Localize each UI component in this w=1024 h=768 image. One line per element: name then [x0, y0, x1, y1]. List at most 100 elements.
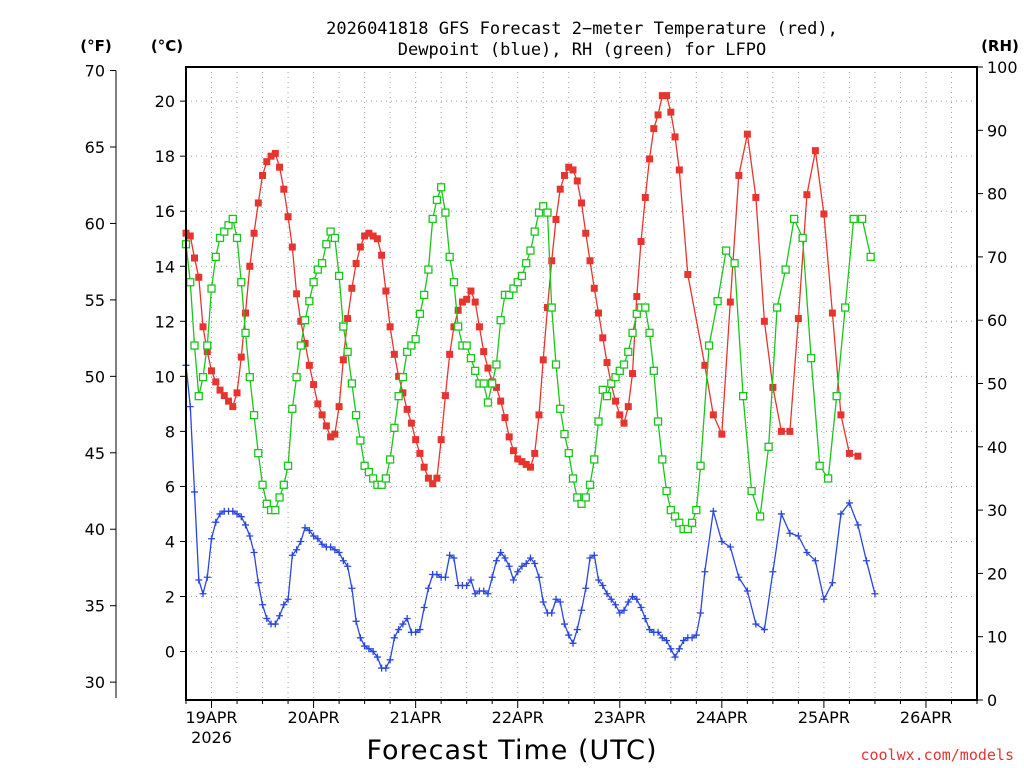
dewpoint-point — [820, 595, 828, 603]
dewpoint-point — [854, 521, 862, 529]
rh-point — [721, 246, 731, 255]
celsius-unit-label: (°C) — [151, 37, 183, 55]
temperature-point — [450, 323, 458, 331]
dewpoint-point — [327, 543, 335, 551]
rh-point — [543, 208, 552, 217]
celsius-tick-label: 20 — [155, 92, 175, 111]
temperature-point — [365, 229, 373, 237]
temperature-point — [441, 392, 449, 400]
dewpoint-point — [305, 526, 313, 534]
temperature-point — [752, 193, 760, 201]
rh-point — [496, 316, 505, 325]
rh-point — [411, 335, 420, 344]
temperature-point — [646, 155, 654, 163]
temperature-point — [378, 251, 386, 259]
temperature-point — [284, 213, 292, 221]
rh-point — [194, 392, 203, 401]
dewpoint-point — [531, 559, 539, 567]
fahrenheit-tick-label: 30 — [85, 673, 105, 692]
temperature-point — [675, 166, 683, 174]
temperature-point — [803, 191, 811, 199]
temperature-point — [531, 449, 539, 457]
rh-point — [437, 183, 446, 192]
temperature-point — [463, 295, 471, 303]
temperature-point — [811, 147, 819, 155]
rh-point — [402, 347, 412, 357]
temperature-point — [429, 480, 437, 488]
temperature-point — [599, 334, 607, 342]
plot-frame — [185, 66, 978, 701]
dewpoint-point — [254, 579, 262, 587]
rh-unit-label: (RH) — [981, 37, 1019, 55]
dewpoint-point — [446, 551, 454, 559]
rh-point — [241, 328, 250, 338]
rh-point — [615, 366, 624, 375]
temperature-point — [373, 235, 381, 243]
dewpoint-point — [539, 598, 547, 606]
rh-point — [305, 297, 314, 306]
dewpoint-point — [548, 609, 556, 617]
temperature-point — [267, 152, 275, 160]
rh-point — [360, 461, 369, 470]
dewpoint-point — [331, 546, 339, 554]
temperature-point — [344, 315, 352, 323]
rh-point — [556, 404, 565, 413]
rh-point — [539, 202, 548, 211]
rh-point — [292, 373, 301, 382]
temperature-point — [352, 260, 360, 268]
rh-point — [347, 379, 357, 388]
dewpoint-point — [280, 601, 288, 609]
rh-point — [687, 518, 697, 527]
rh-point — [220, 227, 229, 236]
rh-point — [288, 404, 297, 413]
temperature-point — [237, 353, 245, 361]
temperature-point — [331, 430, 339, 438]
rh-point — [581, 493, 590, 502]
temperature-point — [310, 381, 318, 389]
temperature-point — [658, 92, 666, 100]
dewpoint-point — [390, 634, 398, 642]
celsius-tick-label: 14 — [155, 257, 175, 276]
temperature-point — [199, 323, 207, 331]
x-tick-sublabel: 2026 — [191, 728, 232, 747]
dewpoint-point — [718, 537, 726, 545]
dewpoint-point — [471, 590, 479, 598]
rh-point — [394, 392, 403, 401]
temperature-point — [191, 254, 199, 262]
temperature-point — [348, 284, 356, 292]
rh-point — [466, 354, 476, 363]
temperature-point — [650, 125, 658, 133]
dewpoint-point — [658, 634, 666, 642]
temperature-point — [735, 171, 743, 179]
dewpoint-point — [752, 620, 760, 628]
temperature-point — [263, 158, 271, 166]
dewpoint-point — [629, 593, 637, 601]
rh-point — [632, 309, 641, 319]
temperature-point — [663, 92, 671, 100]
temperature-point — [603, 359, 611, 367]
dewpoint-point — [569, 639, 577, 647]
dewpoint-point — [688, 634, 696, 642]
dewpoint-point — [242, 521, 250, 529]
temperature-point — [548, 257, 556, 265]
dewpoint-point — [514, 568, 522, 576]
rh-point — [815, 461, 824, 470]
temperature-point — [595, 309, 603, 317]
temperature-point — [293, 290, 301, 298]
celsius-tick-label: 16 — [155, 202, 175, 221]
series-temperature — [182, 92, 862, 488]
dewpoint-point — [293, 546, 301, 554]
dewpoint-point — [709, 507, 717, 515]
temperature-point — [480, 348, 488, 356]
celsius-tick-label: 0 — [165, 643, 175, 662]
rh-point — [534, 208, 544, 217]
dewpoint-point — [641, 615, 649, 623]
dewpoint-point — [565, 631, 573, 639]
rh-point — [479, 379, 488, 388]
temperature-point — [229, 403, 237, 411]
rh-point — [713, 297, 722, 306]
dewpoint-point — [509, 576, 517, 584]
rh-point — [505, 290, 514, 300]
celsius-tick-label: 18 — [155, 147, 175, 166]
temperature-point — [437, 436, 445, 444]
